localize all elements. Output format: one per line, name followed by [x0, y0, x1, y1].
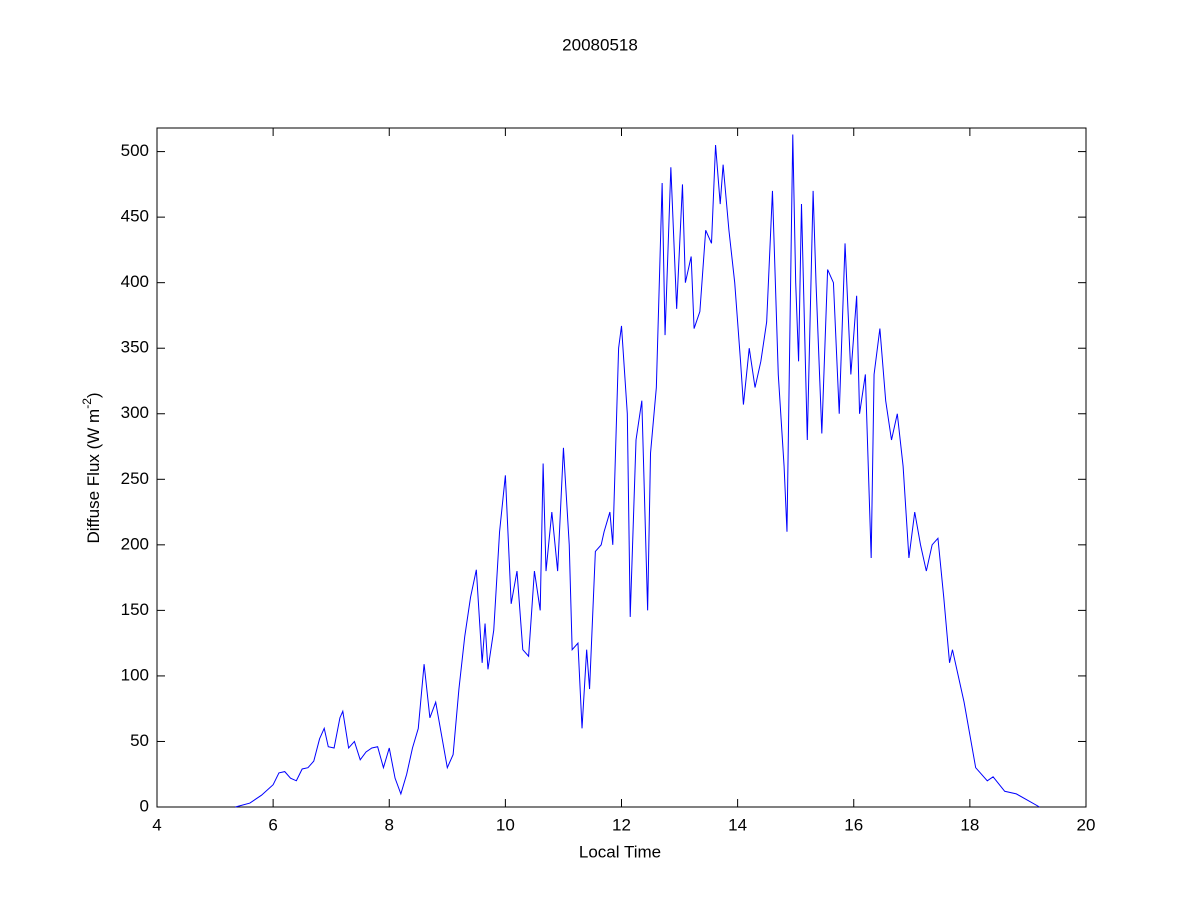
x-tick-label: 18	[960, 815, 979, 834]
y-tick-label: 250	[121, 469, 149, 488]
y-tick-label: 150	[121, 600, 149, 619]
x-tick-label: 16	[844, 815, 863, 834]
y-axis-label: Diffuse Flux (W m-2)	[80, 392, 103, 543]
y-tick-label: 100	[121, 665, 149, 684]
x-tick-label: 20	[1077, 815, 1096, 834]
x-tick-label: 14	[728, 815, 747, 834]
x-tick-label: 6	[268, 815, 277, 834]
y-tick-label: 350	[121, 338, 149, 357]
y-tick-label: 50	[130, 731, 149, 750]
y-tick-label: 0	[140, 796, 149, 815]
chart-title: 20080518	[562, 35, 638, 54]
x-tick-label: 10	[496, 815, 515, 834]
y-tick-label: 400	[121, 272, 149, 291]
y-tick-label: 200	[121, 534, 149, 553]
y-tick-label: 500	[121, 141, 149, 160]
y-axis-label-end: )	[84, 392, 103, 398]
x-tick-label: 12	[612, 815, 631, 834]
x-tick-label: 8	[385, 815, 394, 834]
y-tick-label: 450	[121, 207, 149, 226]
y-axis-label-text: Diffuse Flux (W m	[84, 409, 103, 544]
x-axis-label: Local Time	[579, 842, 661, 861]
plot-frame	[156, 127, 1087, 808]
y-tick-label: 300	[121, 403, 149, 422]
data-line	[235, 134, 1040, 808]
y-axis-label-sup: -2	[80, 398, 94, 409]
x-tick-label: 4	[152, 815, 161, 834]
